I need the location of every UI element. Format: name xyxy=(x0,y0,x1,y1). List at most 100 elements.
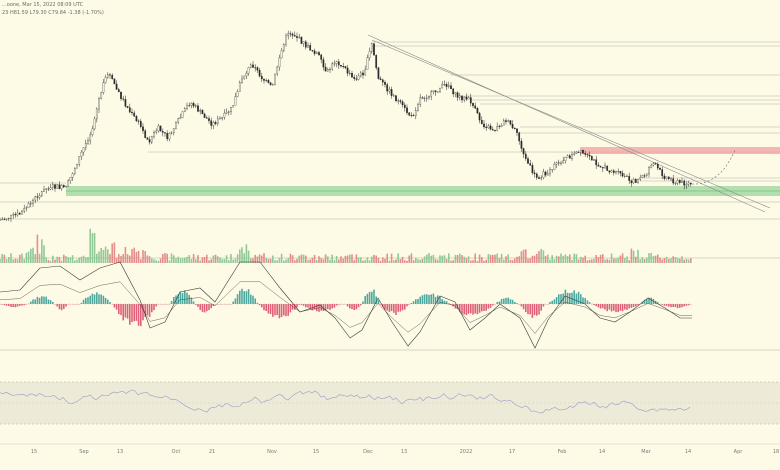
candle-body xyxy=(82,147,85,153)
macd-histogram-bar xyxy=(353,304,355,311)
candle-body xyxy=(60,185,63,189)
candle-body xyxy=(557,162,560,164)
candle-body xyxy=(190,103,193,106)
macd-histogram-bar xyxy=(393,304,395,313)
candle-body xyxy=(247,67,250,74)
candle-body xyxy=(507,120,510,122)
volume-bar xyxy=(547,254,549,263)
candle-body xyxy=(623,175,626,177)
volume-bar xyxy=(498,258,501,263)
macd-histogram-bar xyxy=(49,300,52,304)
volume-bar xyxy=(146,255,149,263)
macd-histogram-bar xyxy=(527,304,529,315)
volume-bar xyxy=(456,255,459,263)
volume-bar xyxy=(432,254,435,263)
macd-histogram-bar xyxy=(360,304,362,306)
volume-bar xyxy=(175,258,177,263)
macd-histogram-bar xyxy=(173,296,175,304)
macd-histogram-bar xyxy=(144,304,146,317)
macd-histogram-bar xyxy=(582,297,584,304)
reference-lines xyxy=(0,41,780,351)
volume-bar xyxy=(555,255,558,263)
candle-body xyxy=(307,45,309,48)
candle-body xyxy=(274,73,276,85)
macd-histogram-bar xyxy=(118,304,120,315)
macd-histogram-bar xyxy=(153,304,155,311)
candle-body xyxy=(93,118,96,130)
macd-histogram-bar xyxy=(5,304,8,306)
candle-body xyxy=(478,112,481,121)
volume-bar xyxy=(379,260,382,263)
macd-histogram-bar xyxy=(668,304,670,307)
candle-body xyxy=(531,165,534,174)
volume-bar xyxy=(571,259,573,263)
volume-bar xyxy=(41,239,43,263)
candle-body xyxy=(386,84,389,92)
macd-histogram-bar xyxy=(533,304,536,316)
volume-bar xyxy=(674,257,677,263)
x-tick-label: 14 xyxy=(599,449,605,455)
candle-body xyxy=(216,118,219,124)
macd-histogram-bar xyxy=(606,304,608,312)
candle-body xyxy=(344,66,347,69)
candle-body xyxy=(601,167,604,169)
volume-bar xyxy=(173,255,175,263)
candle-body xyxy=(100,92,103,99)
macd-histogram-bar xyxy=(247,289,250,304)
macd-histogram-bar xyxy=(170,300,173,304)
candle-body xyxy=(201,110,204,115)
candle-body xyxy=(282,44,285,51)
candle-body xyxy=(502,120,505,126)
candle-body xyxy=(296,36,298,38)
macd-histogram-bar xyxy=(529,304,531,315)
macd-histogram-bar xyxy=(190,297,193,304)
volume-bar xyxy=(223,259,226,263)
macd-histogram-bar xyxy=(650,297,652,304)
macd-histogram-bar xyxy=(291,304,294,310)
candle-body xyxy=(278,57,281,68)
volume-bar xyxy=(104,246,107,263)
candle-body xyxy=(665,176,668,179)
volume-bar xyxy=(21,253,23,263)
candle-body xyxy=(159,125,162,132)
macd-histogram-bar xyxy=(560,294,562,304)
volume-bar xyxy=(195,259,197,263)
volume-bar xyxy=(45,257,47,263)
macd-histogram-bar xyxy=(82,299,85,304)
candle-body xyxy=(256,67,259,71)
candle-body xyxy=(395,95,397,102)
candle-body xyxy=(311,50,314,52)
candle-body xyxy=(87,140,89,144)
candle-body xyxy=(128,107,131,113)
candle-body xyxy=(245,72,248,77)
macd-histogram-bar xyxy=(373,289,375,304)
candle-body xyxy=(641,175,644,178)
volume-bar xyxy=(327,256,329,263)
volume-bar xyxy=(126,254,129,263)
candle-body xyxy=(89,134,92,142)
volume-bar xyxy=(250,258,252,263)
volume-bar xyxy=(219,257,221,263)
candle-body xyxy=(192,103,195,107)
candle-body xyxy=(302,41,305,44)
x-tick-label: Mar xyxy=(641,449,651,455)
macd-histogram-bar xyxy=(252,295,254,304)
macd-histogram-bar xyxy=(476,304,479,315)
volume-bar xyxy=(144,251,146,263)
candle-body xyxy=(84,143,87,148)
volume-bar xyxy=(67,257,69,263)
candle-body xyxy=(69,177,72,181)
x-tick-label: Nov xyxy=(267,449,277,455)
candle-body xyxy=(621,172,624,177)
volume-bar xyxy=(395,259,397,263)
candle-body xyxy=(566,155,569,158)
candle-body xyxy=(533,172,536,175)
macd-histogram-bar xyxy=(608,304,611,310)
candle-body xyxy=(463,96,466,101)
volume-bar xyxy=(637,249,639,263)
volume-bars xyxy=(0,228,692,263)
candle-body xyxy=(168,133,171,140)
volume-bar xyxy=(639,259,641,263)
volume-bar xyxy=(309,259,311,263)
